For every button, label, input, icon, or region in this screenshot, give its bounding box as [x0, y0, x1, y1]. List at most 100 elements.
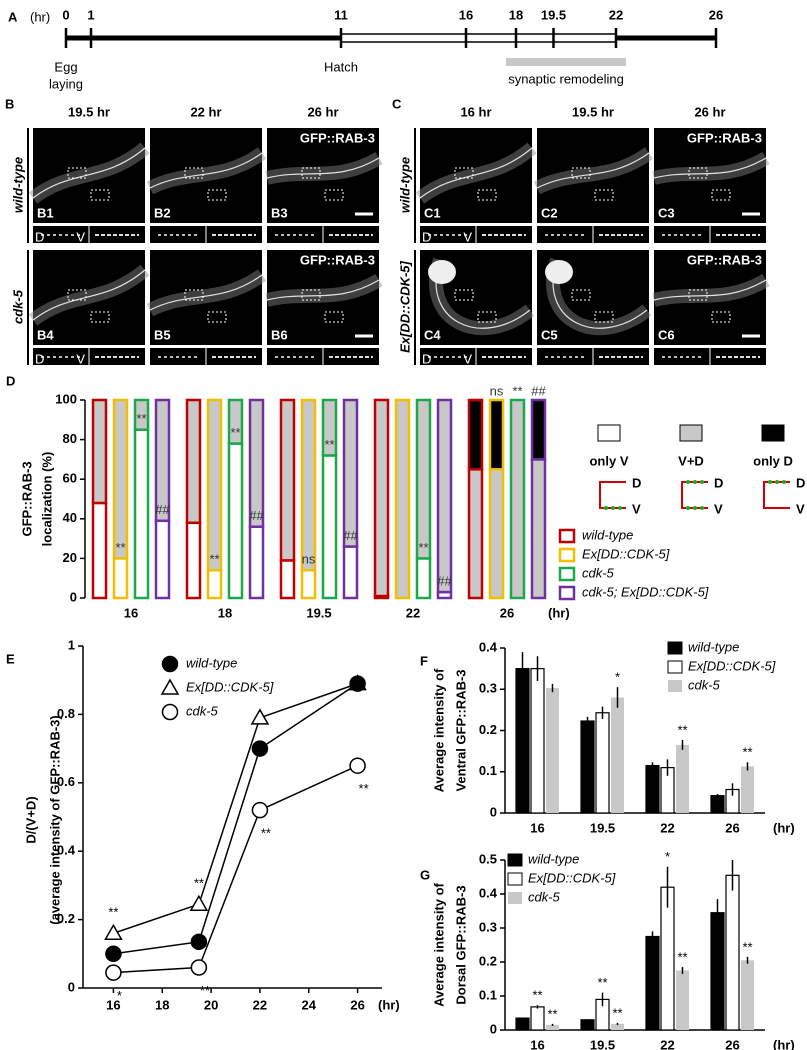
significance: * — [665, 849, 670, 864]
stack-label: V+D — [678, 453, 704, 468]
marker — [104, 923, 123, 941]
y-axis-label: localization (%) — [39, 452, 54, 547]
synapse-dot — [775, 480, 779, 484]
roi-box — [454, 289, 474, 301]
neuron-schematic — [763, 481, 790, 509]
roi-box — [594, 311, 614, 323]
synapse-dot — [700, 480, 704, 484]
panel-label: D — [6, 373, 15, 388]
y-tick-label: 0.6 — [57, 774, 75, 789]
bar — [741, 766, 754, 813]
column-label: 26 hr — [307, 104, 338, 119]
x-tick-label: 16 — [124, 605, 138, 620]
marker — [105, 964, 122, 981]
x-tick-label: 26 — [725, 1037, 739, 1050]
image-name: C4 — [424, 327, 441, 342]
y-tick-label: 0.2 — [57, 911, 75, 926]
significance: ** — [200, 983, 210, 998]
bar-segment — [300, 569, 317, 600]
bar-segment — [467, 398, 484, 471]
roi-box — [207, 189, 227, 201]
marker — [190, 959, 208, 976]
significance: ** — [108, 905, 118, 920]
roi-box — [324, 311, 344, 323]
x-tick-label: 22 — [406, 605, 420, 620]
micrograph — [33, 250, 145, 345]
bar-segment — [133, 398, 150, 431]
row-label: wild-type — [10, 157, 25, 213]
bar-segment — [112, 398, 129, 560]
stack-label: only D — [753, 453, 793, 468]
legend-swatch — [558, 585, 576, 601]
bar — [530, 1006, 545, 1031]
bar — [580, 720, 595, 814]
roi-box — [301, 167, 321, 179]
bar — [611, 697, 624, 813]
dv-label: V — [463, 351, 472, 366]
micrograph — [537, 128, 649, 223]
marker — [251, 801, 269, 819]
neuron-schematic — [599, 481, 626, 509]
x-tick-label: 24 — [302, 997, 317, 1012]
marker — [251, 740, 269, 757]
marker — [160, 678, 180, 695]
bar-segment — [530, 398, 547, 461]
image-name: B2 — [154, 205, 171, 220]
bar — [676, 744, 689, 813]
synapse-dot — [611, 506, 615, 510]
x-tick-label: 26 — [350, 997, 364, 1012]
dv-label: D — [796, 475, 805, 490]
legend-swatch — [507, 872, 523, 886]
x-tick-label: 26 — [500, 605, 514, 620]
roi-box — [711, 189, 731, 201]
marker — [189, 894, 209, 911]
bar-segment — [227, 398, 244, 445]
y-axis-label: Dorsal GFP::RAB-3 — [453, 885, 468, 1004]
legend-label: wild-type — [582, 527, 633, 542]
x-axis-label: (hr) — [773, 1037, 795, 1050]
marker — [190, 933, 208, 951]
bar-segment — [415, 398, 432, 560]
dv-label: V — [76, 351, 85, 366]
panel-label: F — [420, 653, 428, 668]
legend-swatch — [558, 547, 576, 563]
significance: ** — [547, 1006, 557, 1021]
column-label: 19.5 hr — [572, 104, 614, 119]
significance: * — [615, 670, 620, 685]
image-name: B3 — [271, 205, 288, 220]
y-axis-label: Average intensity of — [431, 668, 446, 792]
roi-box — [324, 189, 344, 201]
synapse-dot — [686, 480, 690, 484]
y-tick-label: 0.4 — [479, 639, 498, 654]
significance: ** — [742, 939, 752, 954]
bar — [595, 712, 610, 814]
synapse-dot — [693, 480, 697, 484]
bar-segment — [185, 521, 202, 600]
neuron-schematic — [681, 481, 708, 509]
y-tick-label: 0.2 — [479, 953, 497, 968]
y-tick-label: 0.4 — [479, 885, 498, 900]
bar-segment — [248, 398, 265, 528]
row-label: wild-type — [397, 157, 412, 213]
y-tick-label: 0 — [68, 979, 75, 994]
bar-segment — [248, 525, 265, 600]
significance: ## — [531, 383, 546, 398]
dv-label: V — [463, 229, 472, 244]
y-tick-label: 0.1 — [479, 763, 497, 778]
bar-segment — [91, 398, 108, 505]
bar-segment — [279, 398, 296, 562]
significance: ** — [677, 950, 687, 965]
panel-label: B — [5, 96, 14, 111]
panel-label: C — [392, 96, 402, 111]
significance: * — [117, 988, 122, 1003]
stack-swatch — [679, 424, 703, 442]
stack-swatch — [761, 424, 785, 442]
significance: ** — [115, 540, 125, 555]
x-tick-label: 19.5 — [590, 820, 615, 835]
panel-label: A — [8, 9, 18, 24]
timeline-tick-label: 0 — [62, 7, 69, 22]
image-name: C1 — [424, 205, 441, 220]
legend-swatch — [508, 892, 522, 904]
nerve-cord — [653, 279, 767, 301]
